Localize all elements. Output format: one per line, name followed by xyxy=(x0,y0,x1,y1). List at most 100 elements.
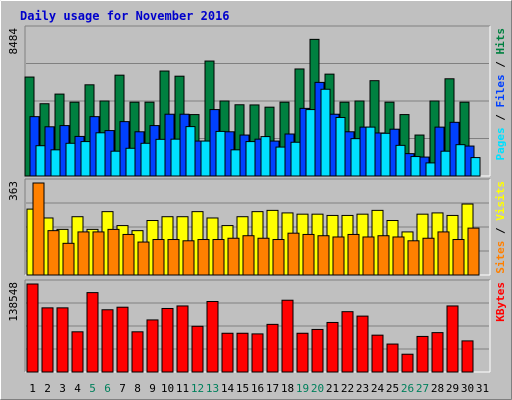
x-tick-label: 1 xyxy=(29,382,36,395)
kbytes-kbytes-bar xyxy=(41,307,54,373)
kbytes-kbytes-bar xyxy=(146,319,159,373)
x-tick-label: 24 xyxy=(371,382,385,395)
visits-sites-bar xyxy=(152,239,165,276)
visits-sites-bar xyxy=(137,241,150,276)
kbytes-kbytes-bar xyxy=(131,331,144,373)
kbytes-kbytes-bar xyxy=(341,311,354,373)
x-tick-label: 27 xyxy=(416,382,429,395)
kbytes-kbytes-bar xyxy=(446,305,459,373)
kbytes-kbytes-bar xyxy=(326,321,339,373)
usage-legend-part: Files xyxy=(494,74,507,107)
visits-sites-bar xyxy=(317,235,330,276)
kbytes-kbytes-bar xyxy=(176,305,189,373)
kbytes-kbytes-bar xyxy=(266,323,279,373)
visits-sites-bar xyxy=(122,233,135,276)
usage-pages-bar xyxy=(410,156,421,177)
usage-max-label: 8484 xyxy=(7,28,20,55)
x-tick-label: 12 xyxy=(191,382,204,395)
usage-pages-bar xyxy=(80,141,91,177)
usage-pages-bar xyxy=(50,149,61,177)
visits-sites-bar xyxy=(287,232,300,276)
usage-pages-bar xyxy=(200,140,211,177)
usage-pages-bar xyxy=(350,138,361,177)
visits-sites-bar xyxy=(62,242,75,276)
kbytes-axis-legend: KBytes xyxy=(494,282,507,322)
usage-pages-bar xyxy=(440,150,451,177)
kbytes-kbytes-bar xyxy=(206,300,219,373)
x-tick-label: 3 xyxy=(59,382,66,395)
usage-pages-bar xyxy=(185,126,196,177)
chart-title: Daily usage for November 2016 xyxy=(20,9,230,23)
x-tick-label: 13 xyxy=(206,382,219,395)
visits-sites-bar xyxy=(392,236,405,276)
usage-pages-bar xyxy=(335,116,346,177)
visits-sites-bar xyxy=(242,235,255,276)
kbytes-kbytes-bar xyxy=(431,332,444,373)
x-tick-label: 17 xyxy=(266,382,279,395)
visits-sites-bar xyxy=(167,239,180,276)
kbytes-kbytes-bar xyxy=(386,343,399,373)
kbytes-kbytes-bar xyxy=(191,325,204,373)
kbytes-kbytes-bar xyxy=(86,292,99,373)
x-tick-label: 4 xyxy=(74,382,81,395)
visits-sites-bar xyxy=(182,240,195,276)
x-tick-label: 6 xyxy=(104,382,111,395)
visits-sites-bar xyxy=(347,233,360,276)
usage-pages-bar xyxy=(35,145,46,177)
kbytes-kbytes-bar xyxy=(236,332,249,373)
visits-legend-part: / xyxy=(494,221,507,241)
x-tick-label: 31 xyxy=(476,382,489,395)
kbytes-kbytes-bar xyxy=(116,306,129,373)
kbytes-kbytes-bar xyxy=(371,334,384,373)
visits-max-label: 363 xyxy=(7,181,20,201)
usage-pages-bar xyxy=(290,141,301,177)
kbytes-kbytes-bar xyxy=(281,299,294,373)
visits-sites-bar xyxy=(437,231,450,276)
x-tick-label: 11 xyxy=(176,382,189,395)
usage-pages-bar xyxy=(365,126,376,177)
kbytes-kbytes-bar xyxy=(101,309,114,373)
usage-pages-bar xyxy=(470,157,481,177)
usage-axis-legend: Pages / Files / Hits xyxy=(494,28,507,161)
visits-sites-bar xyxy=(377,235,390,276)
x-tick-label: 25 xyxy=(386,382,399,395)
usage-pages-bar xyxy=(170,138,181,177)
usage-pages-bar xyxy=(215,130,226,177)
x-tick-label: 21 xyxy=(326,382,339,395)
x-tick-label: 9 xyxy=(149,382,156,395)
x-tick-label: 2 xyxy=(44,382,51,395)
kbytes-kbytes-bar xyxy=(71,331,84,373)
x-tick-label: 28 xyxy=(431,382,444,395)
kbytes-legend-part: KBytes xyxy=(494,282,507,322)
kbytes-kbytes-bar xyxy=(356,315,369,373)
visits-sites-bar xyxy=(272,239,285,276)
visits-sites-bar xyxy=(422,237,435,276)
usage-legend-part: Pages xyxy=(494,127,507,160)
visits-sites-bar xyxy=(302,233,315,276)
usage-pages-bar xyxy=(395,144,406,177)
x-tick-label: 8 xyxy=(134,382,141,395)
usage-pages-bar xyxy=(425,162,436,177)
kbytes-kbytes-bar xyxy=(311,328,324,373)
visits-sites-bar xyxy=(407,240,420,276)
usage-legend-part: / xyxy=(494,108,507,128)
visits-sites-bar xyxy=(452,239,465,276)
visits-sites-bar xyxy=(257,237,270,276)
x-tick-label: 18 xyxy=(281,382,294,395)
x-tick-label: 10 xyxy=(161,382,174,395)
visits-sites-bar xyxy=(362,236,375,276)
usage-pages-bar xyxy=(95,132,106,177)
x-tick-label: 23 xyxy=(356,382,369,395)
x-tick-label: 30 xyxy=(461,382,474,395)
usage-pages-bar xyxy=(140,142,151,177)
kbytes-kbytes-bar xyxy=(461,340,474,373)
x-tick-label: 5 xyxy=(89,382,96,395)
kbytes-kbytes-bar xyxy=(56,307,69,373)
visits-sites-bar xyxy=(32,182,45,276)
kbytes-kbytes-bar xyxy=(416,335,429,373)
x-tick-label: 19 xyxy=(296,382,309,395)
usage-pages-bar xyxy=(155,138,166,177)
usage-pages-bar xyxy=(455,144,466,177)
x-tick-label: 22 xyxy=(341,382,354,395)
